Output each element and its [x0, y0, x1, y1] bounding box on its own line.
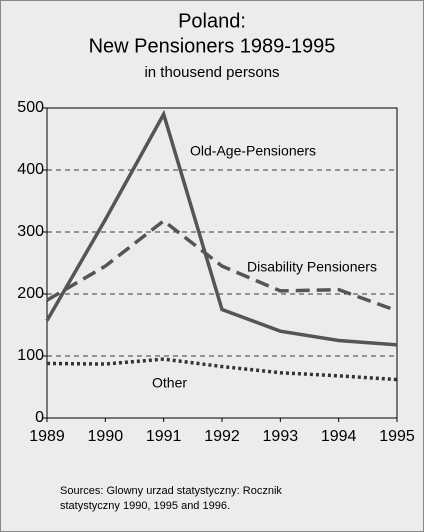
y-tick-label: 0 — [35, 409, 44, 426]
y-tick-label: 100 — [17, 347, 44, 364]
y-tick-label: 500 — [17, 99, 44, 116]
y-tick-label: 300 — [17, 223, 44, 240]
y-tick-label: 200 — [17, 285, 44, 302]
series-label: Disability Pensioners — [247, 259, 377, 275]
source: Sources: Glowny urzad statystyczny: Rocz… — [60, 485, 282, 497]
source: statystyczny 1990, 1995 and 1996. — [60, 500, 230, 512]
y-tick-label: 400 — [17, 161, 44, 178]
x-tick-label: 1992 — [204, 428, 240, 445]
series-label: Old-Age-Pensioners — [190, 143, 316, 159]
x-tick-label: 1990 — [88, 428, 124, 445]
x-tick-label: 1994 — [321, 428, 357, 445]
series-label: Other — [152, 375, 187, 391]
chart-title: Poland: — [178, 10, 246, 32]
chart-subtitle: New Pensioners 1989-1995 — [89, 35, 336, 57]
x-tick-label: 1989 — [29, 428, 65, 445]
x-tick-label: 1993 — [263, 428, 299, 445]
x-tick-label: 1991 — [146, 428, 182, 445]
series-line — [46, 218, 398, 313]
unit-label: in thousend persons — [144, 64, 279, 81]
x-tick-label: 1995 — [379, 428, 415, 445]
series-line — [46, 357, 398, 382]
series-line — [45, 109, 398, 347]
